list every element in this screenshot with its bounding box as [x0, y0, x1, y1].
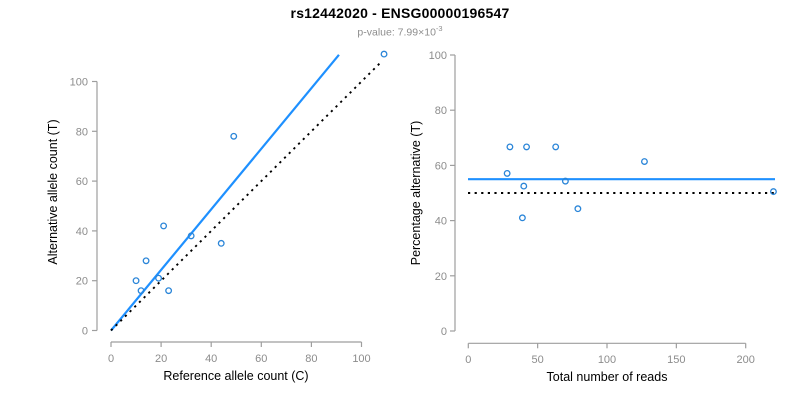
y-tick-label: 40: [76, 226, 88, 238]
left-plot: 0 20 40 60 80 100 0 20 40 60 80 100 Reference allele…: [46, 50, 388, 383]
data-point: [142, 257, 150, 265]
data-point: [137, 287, 145, 295]
x-tick-label: 50: [532, 354, 544, 366]
x-tick-label: 60: [255, 353, 267, 365]
data-point: [503, 169, 511, 177]
data-point: [506, 143, 514, 151]
x-tick-label: 200: [737, 354, 755, 366]
y-tick-label: 60: [435, 160, 447, 172]
y-axis-title: Percentage alternative (T): [409, 121, 423, 266]
right-plot: 0 50 100 150 200 0 20 40 60 80 100 Total number of …: [409, 50, 777, 384]
y-tick-label: 60: [76, 176, 88, 188]
x-tick-label: 0: [465, 354, 471, 366]
y-tick-label: 20: [76, 276, 88, 288]
x-axis-title: Reference allele count (C): [163, 369, 308, 383]
x-tick-label: 0: [108, 353, 114, 365]
x-axis-title: Total number of reads: [547, 370, 668, 384]
data-point: [230, 132, 238, 140]
data-point: [552, 143, 560, 151]
y-tick-label: 0: [441, 326, 447, 338]
y-tick-label: 40: [435, 216, 447, 228]
data-point: [155, 274, 163, 282]
p-value-text: p-value: 7.99×10: [357, 26, 436, 39]
data-point: [523, 143, 531, 151]
x-tick-label: 150: [667, 354, 685, 366]
y-axis-title: Alternative allele count (T): [46, 119, 60, 264]
figure-title: rs12442020 - ENSG00000196547: [290, 5, 510, 21]
data-point: [561, 177, 569, 185]
y-tick-label: 80: [435, 105, 447, 117]
data-point: [520, 182, 528, 190]
x-tick-label: 40: [205, 353, 217, 365]
data-point: [574, 205, 582, 213]
data-point: [160, 222, 168, 230]
data-point: [380, 50, 388, 58]
data-point: [769, 188, 777, 196]
fit-line: [110, 54, 340, 332]
y-tick-label: 100: [429, 50, 447, 62]
data-point: [518, 214, 526, 222]
y-tick-label: 0: [82, 326, 88, 338]
y-tick-label: 20: [435, 271, 447, 283]
x-tick-label: 20: [155, 353, 167, 365]
data-point: [217, 239, 225, 247]
x-tick-label: 100: [598, 354, 616, 366]
figure-subtitle: p-value: 7.99×10-3: [0, 24, 800, 39]
data-point: [187, 232, 195, 240]
p-value-exponent: -3: [435, 24, 443, 33]
data-point: [165, 287, 173, 295]
identity-line: [110, 60, 383, 332]
data-point: [132, 277, 140, 285]
x-tick-label: 100: [352, 353, 370, 365]
y-tick-label: 80: [76, 126, 88, 138]
data-point: [640, 158, 648, 165]
x-tick-label: 80: [305, 353, 317, 365]
y-tick-label: 100: [70, 77, 88, 89]
